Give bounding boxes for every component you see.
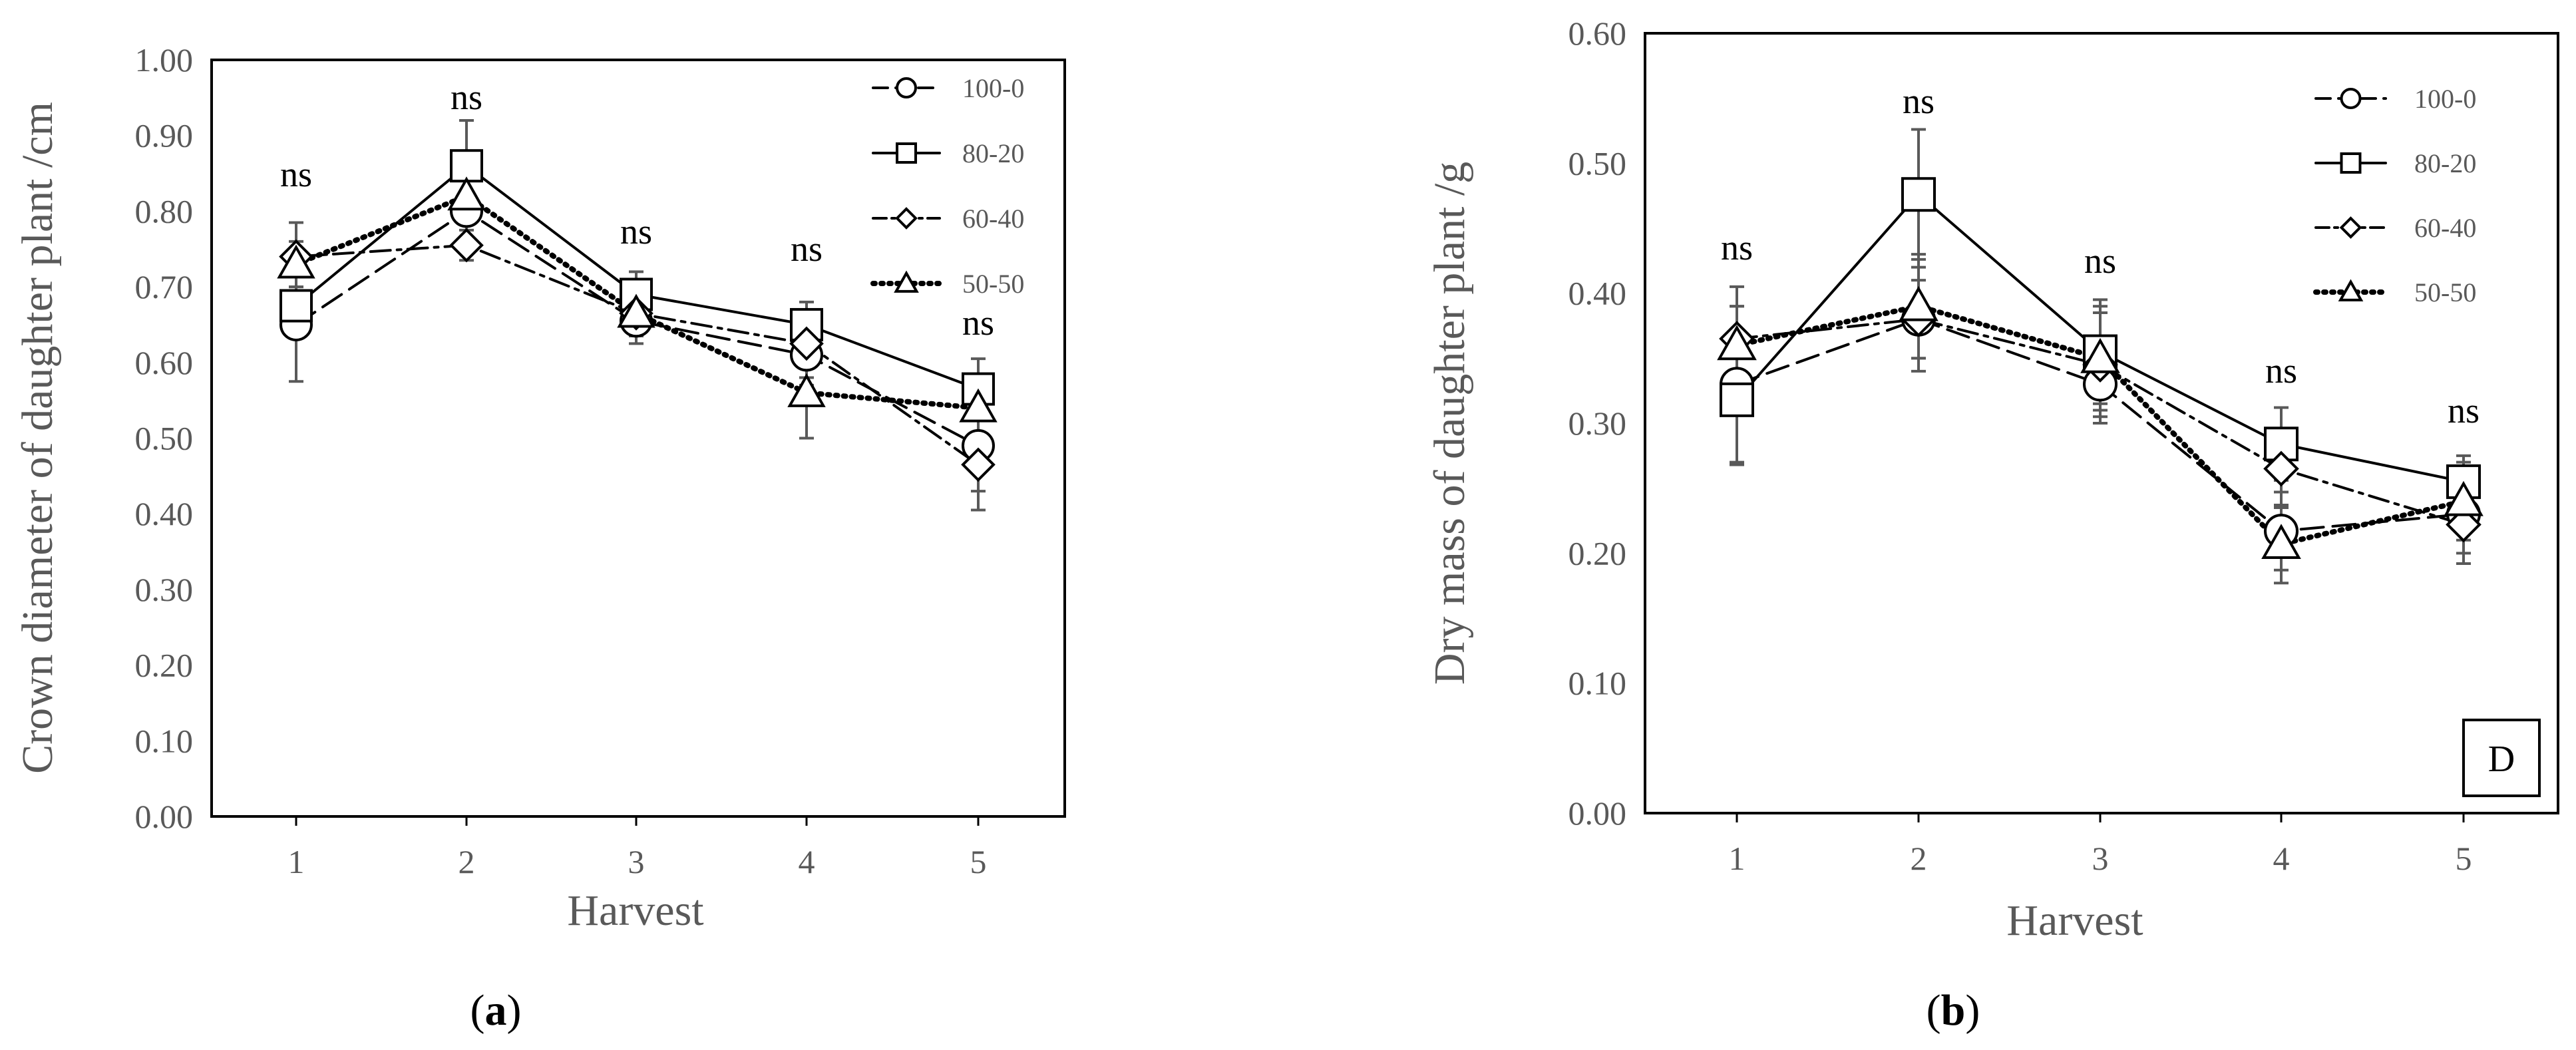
marker-50-50-point [2261, 524, 2301, 560]
marker-80-20-point [279, 289, 313, 323]
series-line-60-40 [1736, 317, 2465, 526]
y-tick-label-b: 0.20 [1568, 534, 1627, 572]
y-axis-title-a: Crown diameter of daughter plant /cm [13, 102, 62, 774]
legend-marker-50-50 [894, 270, 919, 293]
y-tick-label-a: 0.30 [135, 571, 194, 608]
plot-frame-b [1644, 32, 2559, 814]
legend-label-50-50: 50-50 [2414, 277, 2476, 307]
panel-label-a: (a) [470, 986, 522, 1035]
y-tick-label-a: 0.20 [135, 647, 194, 684]
y-tick-label-a: 0.00 [135, 798, 194, 835]
significance-label-b: ns [2448, 391, 2480, 431]
legend-label-100-0: 100-0 [2414, 84, 2476, 114]
marker-60-40-point [2446, 506, 2482, 543]
legend-label-60-40: 60-40 [962, 204, 1024, 234]
x-tick-label-a: 1 [288, 843, 305, 880]
panel-label-a-close: ) [507, 986, 522, 1035]
legend-marker-100-0 [2340, 88, 2362, 109]
x-tick-label-a: 2 [459, 843, 475, 880]
panel-b-marks: 0.00 0.10 0.20 0.30 0.40 0.50 0.60 1 2 3 4 5 ns ns ns n… [1568, 15, 2484, 877]
x-tick-label-b: 4 [2273, 840, 2290, 877]
legend-marker-50-50 [2338, 279, 2364, 301]
marker-80-20-point [450, 149, 483, 183]
y-tick-label-a: 0.60 [135, 344, 194, 381]
significance-label-b: ns [1903, 81, 1934, 121]
legend-marker-100-0 [896, 77, 917, 98]
marker-60-40-point [789, 326, 824, 361]
panel-a: 0.00 0.10 0.20 0.30 0.40 0.50 0.60 0.70 0.80 0.90… [13, 41, 1066, 1035]
y-tick-label-b: 0.10 [1568, 665, 1627, 702]
legend-marker-80-20 [896, 142, 917, 164]
significance-label-b: ns [2084, 241, 2116, 281]
y-tick-label-a: 1.00 [135, 41, 194, 79]
significance-label-a: ns [620, 212, 652, 252]
panel-b: 0.00 0.10 0.20 0.30 0.40 0.50 0.60 1 2 3 4 5 ns ns ns n… [1425, 15, 2559, 1035]
legend-marker-60-40 [895, 207, 918, 230]
x-axis-title-a: Harvest [567, 886, 703, 935]
panel-label-b-open: ( [1927, 986, 1941, 1035]
y-tick-label-a: 0.10 [135, 722, 194, 759]
x-tick-label-a: 4 [799, 843, 815, 880]
corner-tag-box [2462, 719, 2541, 797]
y-tick-label-b: 0.00 [1568, 794, 1627, 832]
legend-label-80-20: 80-20 [2414, 148, 2476, 178]
panel-label-b: (b) [1927, 986, 1980, 1035]
legend-label-100-0: 100-0 [962, 73, 1024, 103]
marker-50-50-point [787, 373, 826, 407]
marker-80-20-point [1720, 382, 1754, 417]
panel-label-b-close: ) [1965, 986, 1980, 1035]
marker-50-50-point [447, 176, 486, 211]
y-tick-label-a: 0.80 [135, 192, 194, 230]
y-tick-label-b: 0.50 [1568, 144, 1627, 182]
legend-marker-80-20 [2340, 152, 2362, 174]
x-tick-label-b: 5 [2456, 840, 2472, 877]
significance-label-a: ns [962, 303, 994, 343]
x-tick-label-b: 2 [1911, 840, 1927, 877]
marker-50-50-point [1899, 285, 1938, 321]
marker-50-50-point [2444, 480, 2484, 516]
marker-60-40-point [2263, 450, 2299, 487]
y-tick-label-a: 0.70 [135, 268, 194, 305]
marker-60-40-point [449, 228, 484, 263]
y-tick-label-a: 0.90 [135, 117, 194, 154]
panel-label-a-open: ( [470, 986, 485, 1035]
x-axis-title-b: Harvest [2006, 896, 2143, 945]
panel-label-b-letter: b [1941, 986, 1966, 1035]
panel-a-marks: 0.00 0.10 0.20 0.30 0.40 0.50 0.60 0.70 0.80 0.90… [135, 41, 1025, 880]
legend-marker-60-40 [2339, 216, 2362, 239]
significance-label-a: ns [280, 154, 312, 194]
marker-50-50-point [959, 388, 998, 423]
marker-50-50-point [1717, 325, 1757, 361]
x-tick-label-a: 5 [970, 843, 987, 880]
marker-50-50-point [617, 293, 655, 328]
y-tick-label-a: 0.50 [135, 420, 194, 457]
y-tick-label-b: 0.40 [1568, 275, 1627, 312]
y-tick-label-a: 0.40 [135, 495, 194, 532]
legend-label-60-40: 60-40 [2414, 213, 2476, 243]
significance-label-a: ns [791, 229, 823, 269]
x-tick-label-a: 3 [628, 843, 645, 880]
x-tick-label-b: 3 [2092, 840, 2109, 877]
significance-label-a: ns [451, 77, 482, 117]
legend-label-50-50: 50-50 [962, 269, 1024, 299]
marker-60-40-point [961, 447, 996, 482]
significance-label-b: ns [2265, 351, 2297, 391]
plot-frame-a [210, 59, 1066, 818]
marker-50-50-point [277, 244, 315, 279]
marker-80-20-point [1901, 177, 1936, 212]
legend-label-80-20: 80-20 [962, 138, 1024, 168]
y-tick-label-b: 0.30 [1568, 405, 1627, 442]
marker-50-50-point [2080, 337, 2120, 373]
significance-label-b: ns [1721, 228, 1753, 267]
x-tick-label-b: 1 [1729, 840, 1746, 877]
y-tick-label-b: 0.60 [1568, 15, 1627, 52]
y-axis-title-b: Dry mass of daughter plant /g [1425, 162, 1474, 685]
panel-label-a-letter: a [485, 986, 507, 1035]
corner-tag-label: D [2488, 739, 2515, 780]
